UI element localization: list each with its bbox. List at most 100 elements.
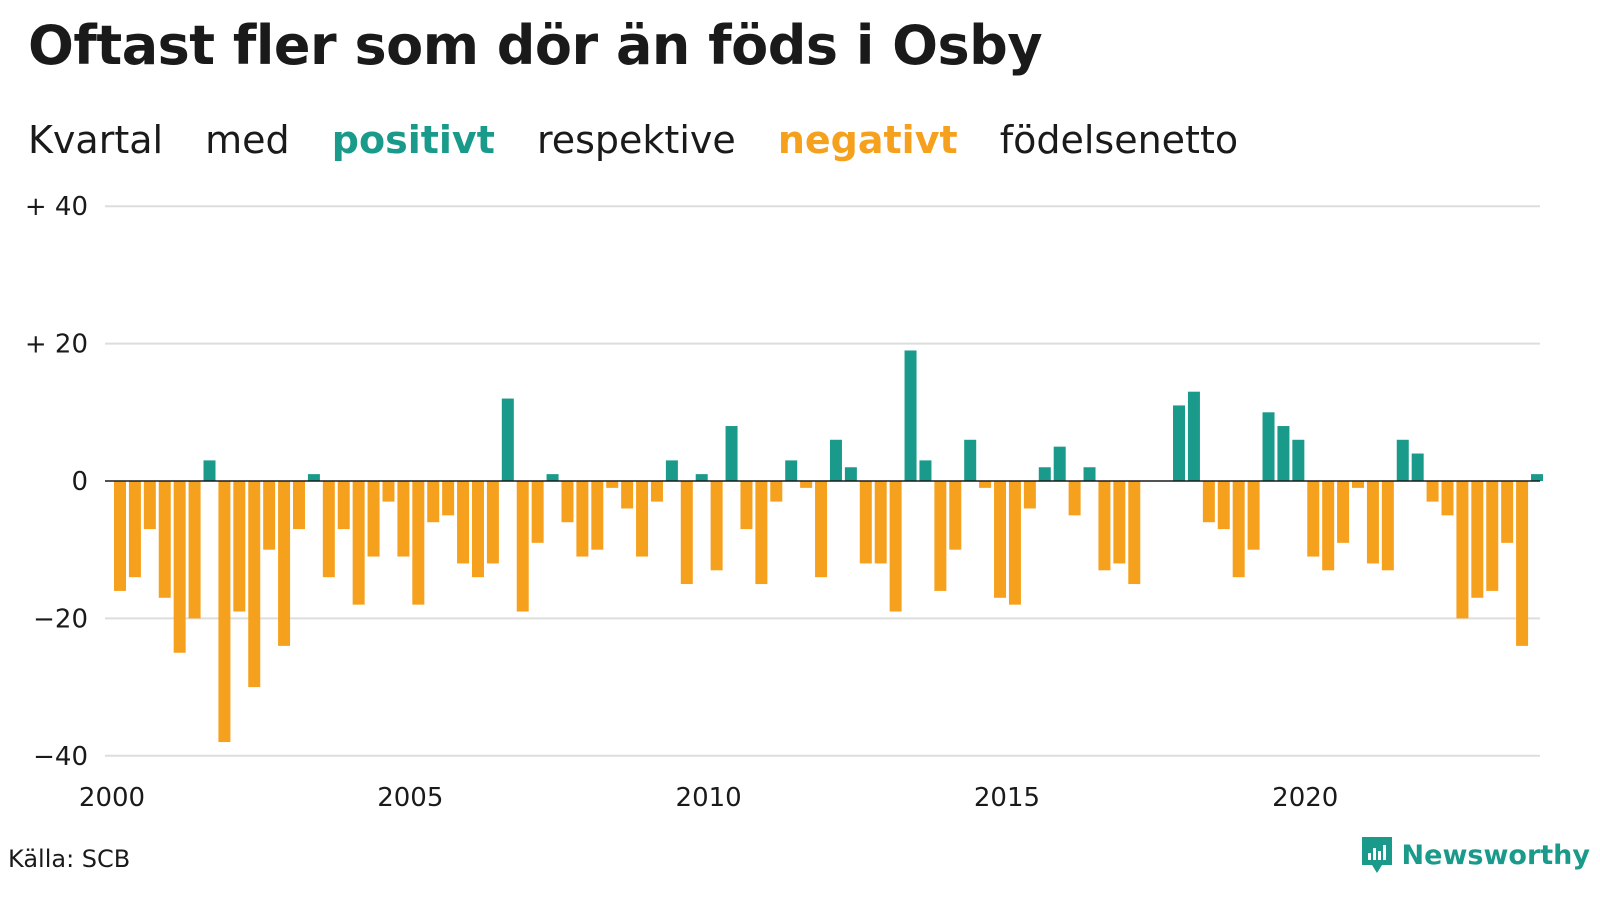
- bar: [591, 481, 604, 550]
- bar: [1053, 446, 1066, 481]
- bar: [1232, 481, 1245, 578]
- bar: [442, 481, 455, 516]
- bar: [1068, 481, 1081, 516]
- bar: [1098, 481, 1111, 571]
- bar: [1173, 405, 1186, 481]
- bar: [263, 481, 276, 550]
- bar: [322, 481, 335, 578]
- bar: [561, 481, 574, 523]
- bar: [1337, 481, 1350, 543]
- brand: Newsworthy: [1360, 835, 1590, 875]
- bar: [1038, 467, 1051, 481]
- bar: [829, 439, 842, 481]
- bar: [859, 481, 872, 564]
- bar: [1486, 481, 1499, 591]
- bar: [1292, 439, 1305, 481]
- bar: [1531, 474, 1543, 481]
- bar: [1501, 481, 1514, 543]
- bar: [531, 481, 544, 543]
- x-tick-label: 2010: [676, 783, 742, 813]
- bar: [1262, 412, 1275, 481]
- legend-negative: negativt: [777, 118, 958, 162]
- y-tick-label: 0: [71, 467, 88, 497]
- bar: [665, 460, 678, 481]
- bar: [188, 481, 201, 619]
- bar: [457, 481, 470, 564]
- subtitle-mid1: med: [205, 118, 290, 162]
- bar: [919, 460, 932, 481]
- chart-title: Oftast fler som dör än föds i Osby: [28, 14, 1043, 77]
- bar: [1322, 481, 1335, 571]
- bar: [680, 481, 693, 585]
- bar: [278, 481, 291, 646]
- bar: [233, 481, 246, 612]
- x-tick-label: 2000: [79, 783, 145, 813]
- y-tick-label: + 40: [25, 192, 88, 222]
- bar: [1381, 481, 1394, 571]
- bar: [1426, 481, 1439, 502]
- brand-name: Newsworthy: [1401, 839, 1590, 871]
- bar: [1023, 481, 1036, 509]
- bar: [427, 481, 440, 523]
- bar: [844, 467, 857, 481]
- bar: [576, 481, 589, 557]
- bar: [397, 481, 410, 557]
- bar: [949, 481, 962, 550]
- bar: [964, 439, 977, 481]
- bar: [1411, 453, 1424, 481]
- bar: [815, 481, 828, 578]
- bar: [292, 481, 305, 530]
- bar: [994, 481, 1007, 598]
- bar: [382, 481, 395, 502]
- bar: [889, 481, 902, 612]
- x-tick-label: 2020: [1272, 783, 1338, 813]
- bar: [770, 481, 783, 502]
- bar: [800, 481, 813, 488]
- bar: [1307, 481, 1320, 557]
- subtitle-suffix: födelsenetto: [999, 118, 1239, 162]
- y-tick-label: + 20: [25, 330, 88, 360]
- bar: [143, 481, 156, 530]
- legend-positive: positivt: [331, 118, 495, 162]
- bar: [1247, 481, 1260, 550]
- bar: [979, 481, 992, 488]
- bar: [1008, 481, 1021, 605]
- bar: [337, 481, 350, 530]
- bar: [486, 481, 499, 564]
- bar: [621, 481, 634, 509]
- bar: [412, 481, 425, 605]
- subtitle-prefix: Kvartal: [28, 118, 164, 162]
- bar: [1352, 481, 1365, 488]
- bar: [636, 481, 649, 557]
- bar: [128, 481, 141, 578]
- bar: [755, 481, 768, 585]
- bar: [606, 481, 619, 488]
- bar: [1202, 481, 1215, 523]
- bar: [695, 474, 708, 481]
- bar: [1456, 481, 1469, 619]
- bar: [1217, 481, 1230, 530]
- y-tick-label: −20: [33, 604, 88, 634]
- bar: [501, 398, 514, 481]
- bar: [173, 481, 186, 653]
- bar: [158, 481, 171, 598]
- bar: [725, 426, 738, 481]
- bar: [650, 481, 663, 502]
- bar: [1128, 481, 1141, 585]
- bar: [1366, 481, 1379, 564]
- bar: [1113, 481, 1126, 564]
- bar: [218, 481, 231, 743]
- bar: [367, 481, 380, 557]
- bar: [203, 460, 216, 481]
- bar: [1471, 481, 1484, 598]
- bar: [546, 474, 559, 481]
- chart-subtitle: Kvartal med positivt respektive negativt…: [28, 118, 1268, 162]
- bar: [471, 481, 484, 578]
- x-tick-label: 2015: [974, 783, 1040, 813]
- bar: [248, 481, 261, 688]
- source-note: Källa: SCB: [8, 845, 131, 873]
- y-tick-label: −40: [33, 742, 88, 772]
- bar: [1083, 467, 1096, 481]
- newsworthy-logo-icon: [1361, 837, 1392, 873]
- bar: [1396, 439, 1409, 481]
